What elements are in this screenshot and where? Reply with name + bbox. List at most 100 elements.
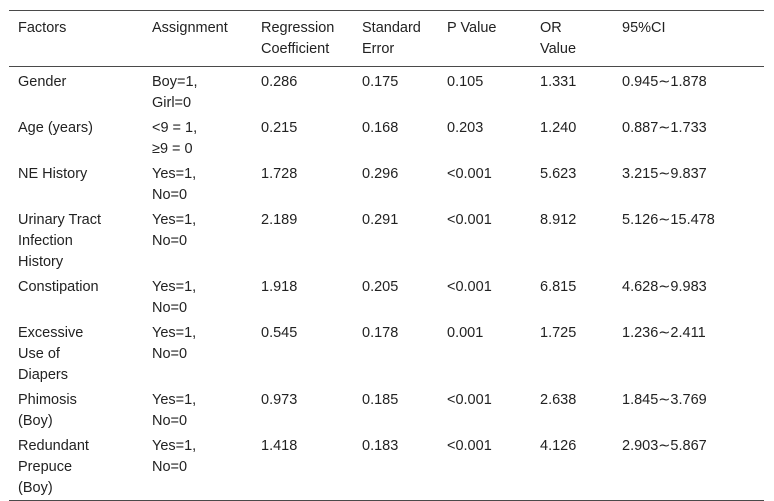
cell-line: Yes=1, [152, 325, 197, 341]
header-p-value: P Value [447, 20, 497, 36]
cell-standard-error: 0.296 [353, 161, 438, 207]
cell-p-value: <0.001 [438, 207, 531, 274]
cell-line: History [18, 254, 64, 270]
cell-line: 0.203 [447, 120, 484, 136]
cell-regression-coefficient: 1.918 [252, 274, 353, 320]
cell-standard-error: 0.178 [353, 320, 438, 387]
cell-line: Excessive [18, 325, 84, 341]
cell-line: 0.168 [362, 120, 399, 136]
cell-line: 3.215∼9.837 [622, 166, 707, 182]
cell-factor: Gender [9, 67, 143, 116]
cell-standard-error: 0.291 [353, 207, 438, 274]
cell-line: No=0 [152, 300, 188, 316]
cell-line: Yes=1, [152, 166, 197, 182]
cell-factor: Age (years) [9, 115, 143, 161]
cell-ci-95: 5.126∼15.478 [613, 207, 764, 274]
cell-line: <9 = 1, [152, 120, 198, 136]
cell-factor: Excessive Use of Diapers [9, 320, 143, 387]
cell-assignment: Boy=1, Girl=0 [143, 67, 252, 116]
cell-line: Urinary Tract [18, 212, 101, 228]
cell-line: No=0 [152, 413, 188, 429]
cell-or-value: 8.912 [531, 207, 613, 274]
table-row: Age (years) <9 = 1, ≥9 = 0 0.215 0.168 0.203 1… [9, 115, 764, 161]
table-row: Excessive Use of Diapers Yes=1, No=0 0.545 0.1… [9, 320, 764, 387]
cell-line: 1.240 [540, 120, 577, 136]
cell-line: Infection [18, 233, 73, 249]
table-header-row: Factors Assignment Regression Coefficient… [9, 10, 764, 67]
cell-assignment: Yes=1, No=0 [143, 207, 252, 274]
table-row: Constipation Yes=1, No=0 1.918 0.205 <0.001 6.… [9, 274, 764, 320]
cell-line: 0.215 [261, 120, 298, 136]
cell-line: 0.105 [447, 74, 484, 90]
cell-line: 1.418 [261, 438, 298, 454]
cell-assignment: Yes=1, No=0 [143, 387, 252, 433]
cell-line: 2.189 [261, 212, 298, 228]
cell-line: 1.331 [540, 74, 577, 90]
cell-p-value: <0.001 [438, 161, 531, 207]
regression-table-container: Factors Assignment Regression Coefficient… [9, 10, 764, 501]
header-standard-error: Standard Error [362, 20, 421, 57]
cell-standard-error: 0.168 [353, 115, 438, 161]
cell-line: 1.918 [261, 279, 298, 295]
cell-standard-error: 0.175 [353, 67, 438, 116]
cell-line: 1.845∼3.769 [622, 392, 707, 408]
cell-assignment: Yes=1, No=0 [143, 274, 252, 320]
cell-standard-error: 0.205 [353, 274, 438, 320]
cell-line: 5.126∼15.478 [622, 212, 715, 228]
cell-line: 0.887∼1.733 [622, 120, 707, 136]
cell-regression-coefficient: 1.418 [252, 433, 353, 501]
header-regression-coefficient: Regression Coefficient [261, 20, 335, 57]
header-or-value: OR Value [540, 20, 577, 57]
cell-line: (Boy) [18, 413, 53, 429]
cell-or-value: 4.126 [531, 433, 613, 501]
cell-line: <0.001 [447, 279, 492, 295]
cell-ci-95: 0.945∼1.878 [613, 67, 764, 116]
cell-line: <0.001 [447, 392, 492, 408]
cell-or-value: 1.240 [531, 115, 613, 161]
cell-line: 0.291 [362, 212, 399, 228]
cell-line: (Boy) [18, 480, 53, 496]
cell-assignment: Yes=1, No=0 [143, 320, 252, 387]
cell-line: 5.623 [540, 166, 577, 182]
table-row: Gender Boy=1, Girl=0 0.286 0.175 0.105 1.331 0.… [9, 67, 764, 116]
cell-assignment: Yes=1, No=0 [143, 433, 252, 501]
cell-line: 1.728 [261, 166, 298, 182]
cell-ci-95: 2.903∼5.867 [613, 433, 764, 501]
cell-factor: Constipation [9, 274, 143, 320]
cell-line: 4.126 [540, 438, 577, 454]
table-row: Phimosis (Boy) Yes=1, No=0 0.973 0.185 <0.001 2… [9, 387, 764, 433]
cell-regression-coefficient: 0.286 [252, 67, 353, 116]
cell-ci-95: 1.236∼2.411 [613, 320, 764, 387]
cell-ci-95: 3.215∼9.837 [613, 161, 764, 207]
cell-line: 0.296 [362, 166, 399, 182]
cell-factor: NE History [9, 161, 143, 207]
cell-line: Use of [18, 346, 60, 362]
cell-line: No=0 [152, 459, 188, 475]
cell-line: 0.178 [362, 325, 399, 341]
cell-or-value: 2.638 [531, 387, 613, 433]
cell-ci-95: 1.845∼3.769 [613, 387, 764, 433]
cell-line: Prepuce [18, 459, 73, 475]
cell-line: Constipation [18, 279, 99, 295]
cell-line: NE History [18, 166, 88, 182]
cell-assignment: <9 = 1, ≥9 = 0 [143, 115, 252, 161]
cell-line: 0.001 [447, 325, 484, 341]
cell-line: 0.185 [362, 392, 399, 408]
cell-line: <0.001 [447, 166, 492, 182]
cell-p-value: 0.001 [438, 320, 531, 387]
cell-regression-coefficient: 0.215 [252, 115, 353, 161]
cell-line: Phimosis [18, 392, 77, 408]
cell-or-value: 6.815 [531, 274, 613, 320]
cell-or-value: 5.623 [531, 161, 613, 207]
cell-line: 4.628∼9.983 [622, 279, 707, 295]
cell-regression-coefficient: 0.973 [252, 387, 353, 433]
cell-line: 2.638 [540, 392, 577, 408]
header-assignment: Assignment [152, 20, 228, 36]
cell-line: Yes=1, [152, 438, 197, 454]
cell-or-value: 1.725 [531, 320, 613, 387]
cell-p-value: <0.001 [438, 433, 531, 501]
cell-p-value: 0.105 [438, 67, 531, 116]
cell-line: Boy=1, [152, 74, 198, 90]
cell-line: Girl=0 [152, 95, 192, 111]
table-row: Redundant Prepuce (Boy) Yes=1, No=0 1.418 0.18… [9, 433, 764, 501]
